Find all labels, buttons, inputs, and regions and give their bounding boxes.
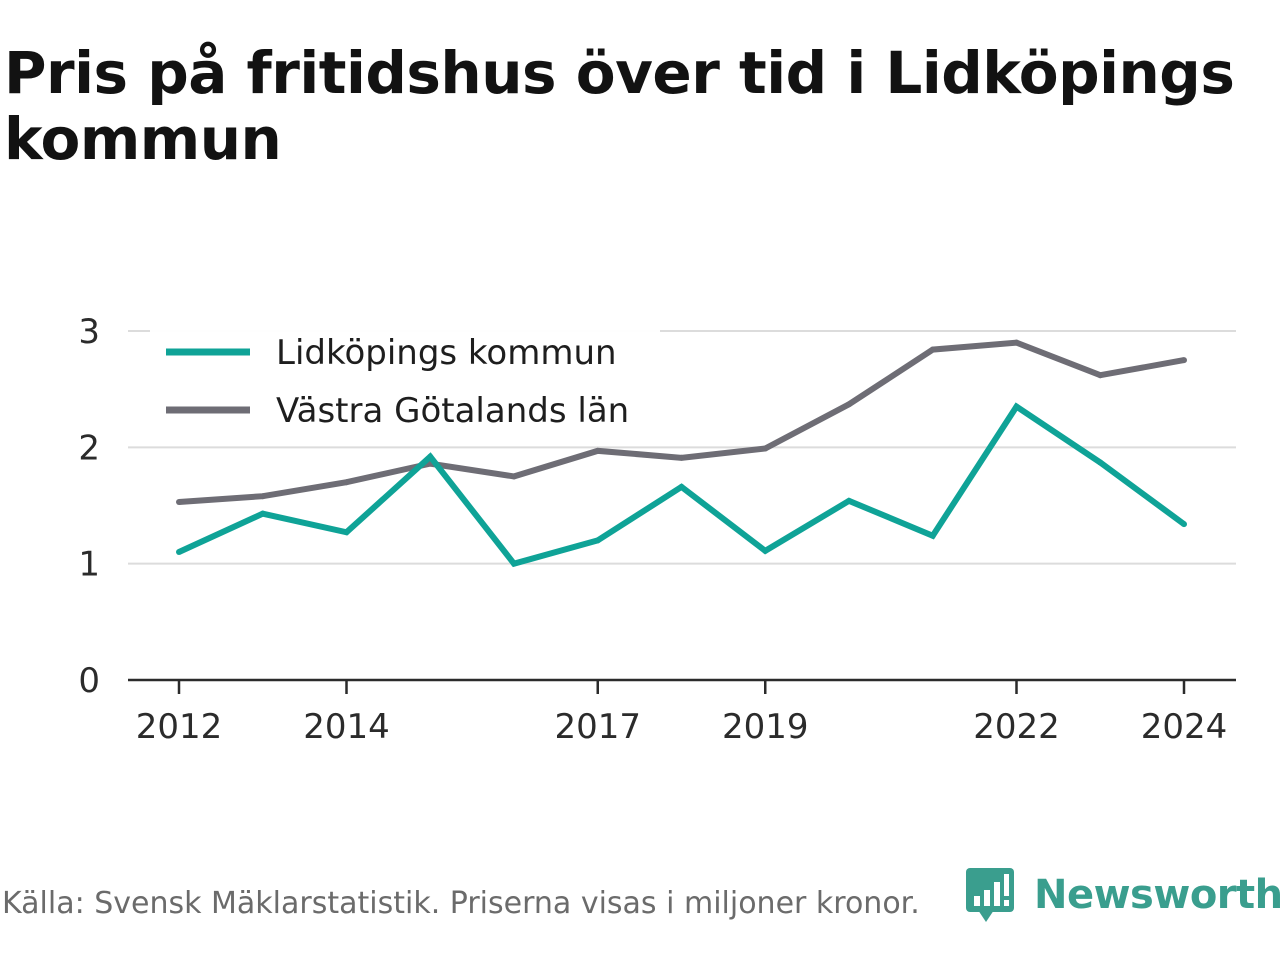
y-tick-label: 0 [78, 661, 100, 701]
data-point [929, 532, 936, 539]
x-axis-ticks: 2012 2014 2017 2019 2022 2024 [136, 680, 1228, 747]
newsworthy-logo-icon [966, 868, 1014, 922]
data-point [1013, 403, 1020, 410]
data-point [259, 493, 266, 500]
x-tick-label: 2019 [722, 707, 809, 747]
source-note: Källa: Svensk Mäklarstatistik. Priserna … [2, 886, 920, 921]
data-point [343, 529, 350, 536]
data-point [427, 453, 434, 460]
legend-label: Lidköpings kommun [276, 333, 617, 373]
data-point [176, 549, 182, 556]
legend: Lidköpings kommun Västra Götalands län [150, 328, 660, 432]
y-tick-label: 2 [78, 428, 100, 468]
data-point [762, 445, 769, 452]
data-point [846, 497, 852, 504]
chart-title: Pris på fritidshus över tid i Lidköpings… [4, 39, 1235, 173]
data-point [259, 510, 266, 517]
x-tick-label: 2017 [554, 707, 641, 747]
data-point [511, 560, 517, 567]
legend-background [150, 328, 660, 432]
x-tick-label: 2022 [973, 707, 1060, 747]
data-point [594, 447, 601, 454]
data-point [929, 346, 936, 353]
data-point [1097, 459, 1104, 466]
data-point [176, 499, 182, 506]
x-tick-label: 2014 [303, 707, 390, 747]
data-point [678, 483, 685, 490]
data-point [1181, 357, 1187, 364]
newsworthy-logo: Newsworthy [964, 866, 1280, 924]
y-axis-ticks: 0 1 2 3 [78, 312, 100, 701]
x-tick-label: 2024 [1141, 707, 1228, 747]
data-point [1013, 339, 1020, 346]
data-point [1181, 521, 1187, 528]
data-point [1097, 372, 1104, 379]
data-point [594, 537, 601, 544]
data-point [762, 547, 769, 554]
legend-label: Västra Götalands län [276, 391, 629, 431]
y-tick-label: 3 [78, 312, 100, 352]
data-point [846, 401, 852, 408]
brand-name: Newsworthy [1034, 872, 1280, 918]
x-tick-label: 2012 [136, 707, 223, 747]
data-point [678, 454, 685, 461]
y-tick-label: 1 [78, 545, 100, 585]
series-lines [176, 339, 1187, 568]
data-point [511, 473, 517, 480]
data-point [343, 479, 350, 486]
